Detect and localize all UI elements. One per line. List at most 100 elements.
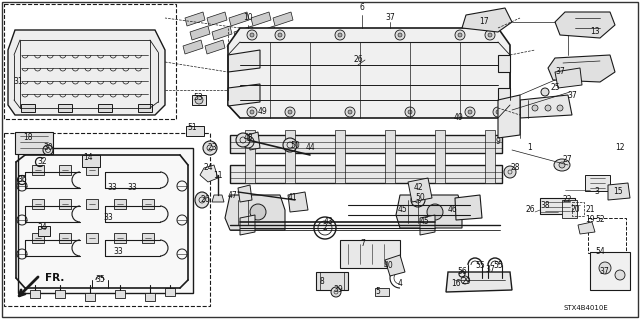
- Polygon shape: [455, 195, 482, 220]
- Polygon shape: [234, 26, 254, 40]
- Ellipse shape: [496, 110, 500, 114]
- Text: 26: 26: [200, 196, 210, 204]
- Bar: [230, 135, 502, 153]
- Ellipse shape: [485, 30, 495, 40]
- Bar: [485, 130, 495, 183]
- Bar: [32, 233, 44, 243]
- Bar: [115, 290, 125, 298]
- Bar: [55, 290, 65, 298]
- Text: 5: 5: [376, 287, 380, 296]
- Ellipse shape: [331, 287, 341, 297]
- Ellipse shape: [532, 105, 538, 111]
- Text: 47: 47: [227, 190, 237, 199]
- Bar: [86, 233, 98, 243]
- Text: 33: 33: [103, 213, 113, 222]
- Text: 39: 39: [333, 285, 343, 293]
- Text: 4: 4: [397, 278, 403, 287]
- Polygon shape: [249, 40, 269, 54]
- Ellipse shape: [278, 33, 282, 37]
- Bar: [4, 133, 210, 306]
- Bar: [114, 199, 126, 209]
- Text: 52: 52: [595, 216, 605, 225]
- Text: 55: 55: [493, 261, 503, 270]
- Ellipse shape: [250, 204, 266, 220]
- Bar: [18, 148, 193, 293]
- Polygon shape: [185, 12, 205, 26]
- Polygon shape: [498, 95, 520, 138]
- Polygon shape: [183, 40, 203, 54]
- Bar: [230, 165, 502, 183]
- Ellipse shape: [599, 262, 611, 274]
- Polygon shape: [248, 132, 260, 150]
- Text: 20: 20: [570, 205, 580, 214]
- Text: 44: 44: [305, 144, 315, 152]
- Ellipse shape: [236, 133, 250, 147]
- Bar: [114, 233, 126, 243]
- Polygon shape: [555, 12, 615, 38]
- Ellipse shape: [504, 166, 516, 178]
- Text: 9: 9: [495, 137, 500, 146]
- Bar: [335, 130, 345, 183]
- Text: 10: 10: [243, 13, 253, 23]
- Bar: [142, 233, 154, 243]
- Text: 51: 51: [187, 123, 197, 132]
- Bar: [375, 288, 389, 296]
- Text: 33: 33: [127, 183, 137, 192]
- Text: 22: 22: [563, 196, 572, 204]
- Ellipse shape: [554, 159, 570, 171]
- Polygon shape: [520, 95, 572, 118]
- Bar: [59, 165, 71, 175]
- Bar: [59, 199, 71, 209]
- Text: 8: 8: [319, 278, 324, 286]
- Polygon shape: [238, 185, 252, 202]
- Bar: [21, 104, 35, 112]
- Polygon shape: [288, 192, 308, 212]
- Polygon shape: [228, 84, 260, 106]
- Bar: [186, 126, 204, 136]
- Ellipse shape: [455, 30, 465, 40]
- Polygon shape: [225, 195, 285, 230]
- Polygon shape: [385, 255, 405, 276]
- Bar: [32, 165, 44, 175]
- Ellipse shape: [242, 136, 254, 148]
- Text: 2: 2: [323, 224, 328, 233]
- Ellipse shape: [493, 107, 503, 117]
- Text: 12: 12: [615, 144, 625, 152]
- Text: 38: 38: [540, 201, 550, 210]
- Bar: [142, 199, 154, 209]
- Bar: [30, 290, 40, 298]
- Ellipse shape: [250, 110, 254, 114]
- Text: 6: 6: [360, 4, 364, 12]
- Text: 26: 26: [353, 56, 363, 64]
- Bar: [145, 293, 155, 301]
- Ellipse shape: [411, 193, 425, 207]
- Ellipse shape: [348, 110, 352, 114]
- Bar: [572, 202, 584, 216]
- Polygon shape: [498, 88, 510, 105]
- Text: 35: 35: [95, 276, 105, 285]
- Bar: [58, 104, 72, 112]
- Polygon shape: [256, 26, 276, 40]
- Text: 37: 37: [599, 268, 609, 277]
- Text: 37: 37: [567, 91, 577, 100]
- Bar: [138, 104, 152, 112]
- Bar: [340, 240, 400, 268]
- Polygon shape: [271, 40, 291, 54]
- Bar: [32, 199, 44, 209]
- Text: 19: 19: [585, 216, 595, 225]
- Bar: [86, 165, 98, 175]
- Bar: [562, 200, 577, 218]
- Ellipse shape: [195, 192, 209, 208]
- Bar: [245, 130, 255, 183]
- Text: 45: 45: [420, 218, 430, 226]
- Text: 46: 46: [448, 205, 458, 214]
- Bar: [316, 272, 348, 290]
- Ellipse shape: [408, 110, 412, 114]
- Text: 53: 53: [193, 93, 203, 102]
- Ellipse shape: [488, 33, 492, 37]
- Ellipse shape: [203, 141, 217, 155]
- Text: 50: 50: [290, 140, 300, 150]
- Polygon shape: [227, 40, 247, 54]
- Polygon shape: [608, 183, 630, 200]
- Polygon shape: [462, 8, 512, 32]
